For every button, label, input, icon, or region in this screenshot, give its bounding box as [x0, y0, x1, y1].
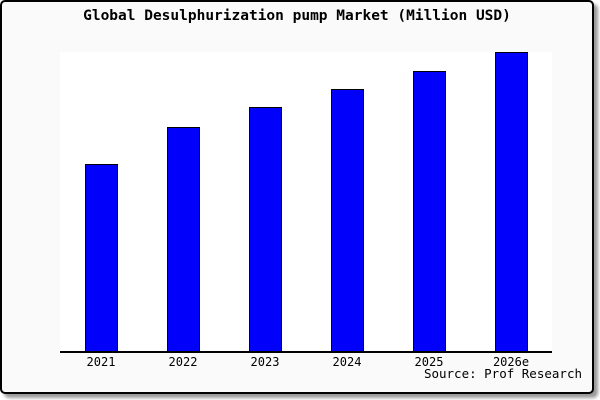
bar-2026e [494, 52, 528, 351]
x-tick-label-2022: 2022 [168, 355, 198, 369]
x-tick-label-2023: 2023 [250, 355, 280, 369]
bar-2023 [248, 107, 282, 351]
bar-2021 [84, 164, 118, 351]
bar-2024 [330, 89, 364, 351]
source-attribution: Source: Prof Research [423, 366, 582, 381]
bar-slot-2022 [142, 52, 224, 351]
x-tick-label-2021: 2021 [86, 355, 116, 369]
x-tick-label-2024: 2024 [332, 355, 362, 369]
bar-2022 [166, 127, 200, 351]
bar-slot-2024 [306, 52, 388, 351]
bar-slot-2023 [224, 52, 306, 351]
x-tick-label-2025: 2025 [414, 355, 444, 369]
bar-slot-2021 [60, 52, 142, 351]
chart-title: Global Desulphurization pump Market (Mil… [83, 8, 511, 24]
chart-card: Global Desulphurization pump Market (Mil… [0, 0, 594, 394]
x-axis-labels: 2021 2022 2023 2024 2025 2026e [60, 355, 552, 369]
bar-2025 [412, 71, 446, 351]
x-tick-label-2026e: 2026e [492, 355, 530, 369]
plot-area [60, 52, 552, 353]
bar-slot-2026e [470, 52, 552, 351]
bar-slot-2025 [388, 52, 470, 351]
